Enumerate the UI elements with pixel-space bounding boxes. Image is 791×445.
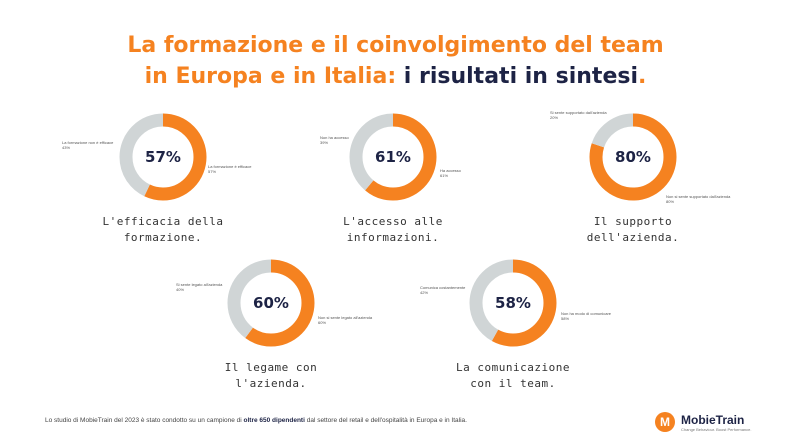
slice-label: Non si sente legato all'azienda 60% xyxy=(318,315,372,325)
slice-label-text: Comunica costantemente xyxy=(420,285,466,290)
slice-label: Comunica costantemente 42% xyxy=(420,285,465,295)
caption-line: formazione. xyxy=(123,231,203,244)
slice-label-percent: 61% xyxy=(440,173,449,178)
slice-label-text: Non si sente legato all'azienda xyxy=(318,315,373,320)
slice-label-percent: 60% xyxy=(318,320,327,325)
donut-chart-3: 80% Non si sente supportato dall'azienda 8… xyxy=(538,110,730,262)
caption-line: L'accesso alle xyxy=(343,215,443,228)
caption-line: l'azienda. xyxy=(235,377,307,390)
donut-svg xyxy=(227,259,315,347)
slice-label-text: Si sente legato all'azienda xyxy=(176,282,223,287)
logo-name: MobieTrain xyxy=(681,413,745,427)
slice-label-percent: 58% xyxy=(561,316,570,321)
donut-svg xyxy=(469,259,557,347)
caption-line: Il supporto xyxy=(593,215,673,228)
donut-slice-gray xyxy=(119,113,207,201)
donut-center-value: 57% xyxy=(145,148,181,166)
slice-label-percent: 39% xyxy=(320,140,329,145)
donut-caption: L'efficacia della formazione. xyxy=(68,214,258,246)
caption-line: con il team. xyxy=(470,377,556,390)
slice-label: La formazione non è efficace 43% xyxy=(62,140,113,150)
page-title: La formazione e il coinvolgimento del te… xyxy=(0,30,791,92)
slice-label-text: Si sente supportato dall'azienda xyxy=(550,110,607,115)
slice-label-percent: 80% xyxy=(666,199,675,204)
donut-slice-gray xyxy=(227,259,315,347)
slice-label-text: Non ha accesso xyxy=(320,135,349,140)
donut-slice-gray xyxy=(469,259,557,347)
slice-label-percent: 43% xyxy=(62,145,71,150)
title-line-2-dot: . xyxy=(638,64,647,89)
caption-line: informazioni. xyxy=(346,231,440,244)
donut-center-value: 80% xyxy=(615,148,651,166)
donut-chart-5: 58% Non ha modo di comunicare 58% Comunica … xyxy=(418,258,611,408)
slice-label: Si sente legato all'azienda 40% xyxy=(176,282,222,292)
slice-label: La formazione è efficace 57% xyxy=(208,164,252,174)
mobietrain-logo: M MobieTrain Change Behaviour. Boost Per… xyxy=(655,408,755,438)
footnote-bold: oltre 650 dipendenti xyxy=(243,417,305,424)
donut-caption: La comunicazione con il team. xyxy=(418,360,608,392)
slice-label: Non ha accesso 39% xyxy=(320,135,349,145)
donut-svg xyxy=(589,113,677,201)
slice-label-text: La formazione non è efficace xyxy=(62,140,114,145)
slice-label-text: La formazione è efficace xyxy=(208,164,252,169)
caption-line: La comunicazione xyxy=(456,361,570,374)
logo-tagline: Change Behaviour. Boost Performance. xyxy=(681,427,752,432)
title-line-1: La formazione e il coinvolgimento del te… xyxy=(127,33,664,58)
slice-label: Non si sente supportato dall'azienda 80% xyxy=(666,194,730,204)
title-line-2: in Europa e in Italia: i risultati in si… xyxy=(0,61,791,92)
slice-label-text: Non si sente supportato dall'azienda xyxy=(666,194,731,199)
donut-svg xyxy=(349,113,437,201)
footnote-post: dal settore del retail e dell'ospitalità… xyxy=(304,417,467,424)
slice-label: Ha accesso 61% xyxy=(440,168,461,178)
caption-line: L'efficacia della xyxy=(102,215,224,228)
logo-mark: M xyxy=(655,412,675,432)
slice-label-percent: 57% xyxy=(208,169,217,174)
donut-caption: L'accesso alle informazioni. xyxy=(298,214,488,246)
donut-slice-gray xyxy=(349,113,437,201)
donut-chart-2: 61% Ha accesso 61% Non ha accesso 39% L'acces… xyxy=(298,112,488,262)
slice-label-text: Non ha modo di comunicare xyxy=(561,311,612,316)
donut-center-value: 61% xyxy=(375,148,411,166)
title-line-2-navy: i risultati in sintesi xyxy=(403,64,638,89)
donut-center-value: 60% xyxy=(253,294,289,312)
slice-label-text: Ha accesso xyxy=(440,168,461,173)
donut-slice-gray xyxy=(589,113,677,201)
donut-chart-4: 60% Non si sente legato all'azienda 60% Si … xyxy=(176,258,372,408)
donut-svg xyxy=(119,113,207,201)
slice-label-percent: 42% xyxy=(420,290,429,295)
slice-label-percent: 20% xyxy=(550,115,559,120)
slice-label: Si sente supportato dall'azienda 20% xyxy=(550,110,607,120)
donut-center-value: 58% xyxy=(495,294,531,312)
footnote-pre: Lo studio di MobieTrain del 2023 è stato… xyxy=(45,417,244,424)
caption-line: dell'azienda. xyxy=(586,231,680,244)
slice-label-percent: 40% xyxy=(176,287,185,292)
title-line-2-orange: in Europa e in Italia: xyxy=(144,64,397,89)
donut-chart-1: 57% La formazione è efficace 57% La formazi… xyxy=(62,112,258,262)
slice-label: Non ha modo di comunicare 58% xyxy=(561,311,611,321)
caption-line: Il legame con xyxy=(224,361,318,374)
footnote: Lo studio di MobieTrain del 2023 è stato… xyxy=(45,417,467,424)
donut-caption: Il legame con l'azienda. xyxy=(176,360,366,392)
donut-caption: Il supporto dell'azienda. xyxy=(538,214,728,246)
